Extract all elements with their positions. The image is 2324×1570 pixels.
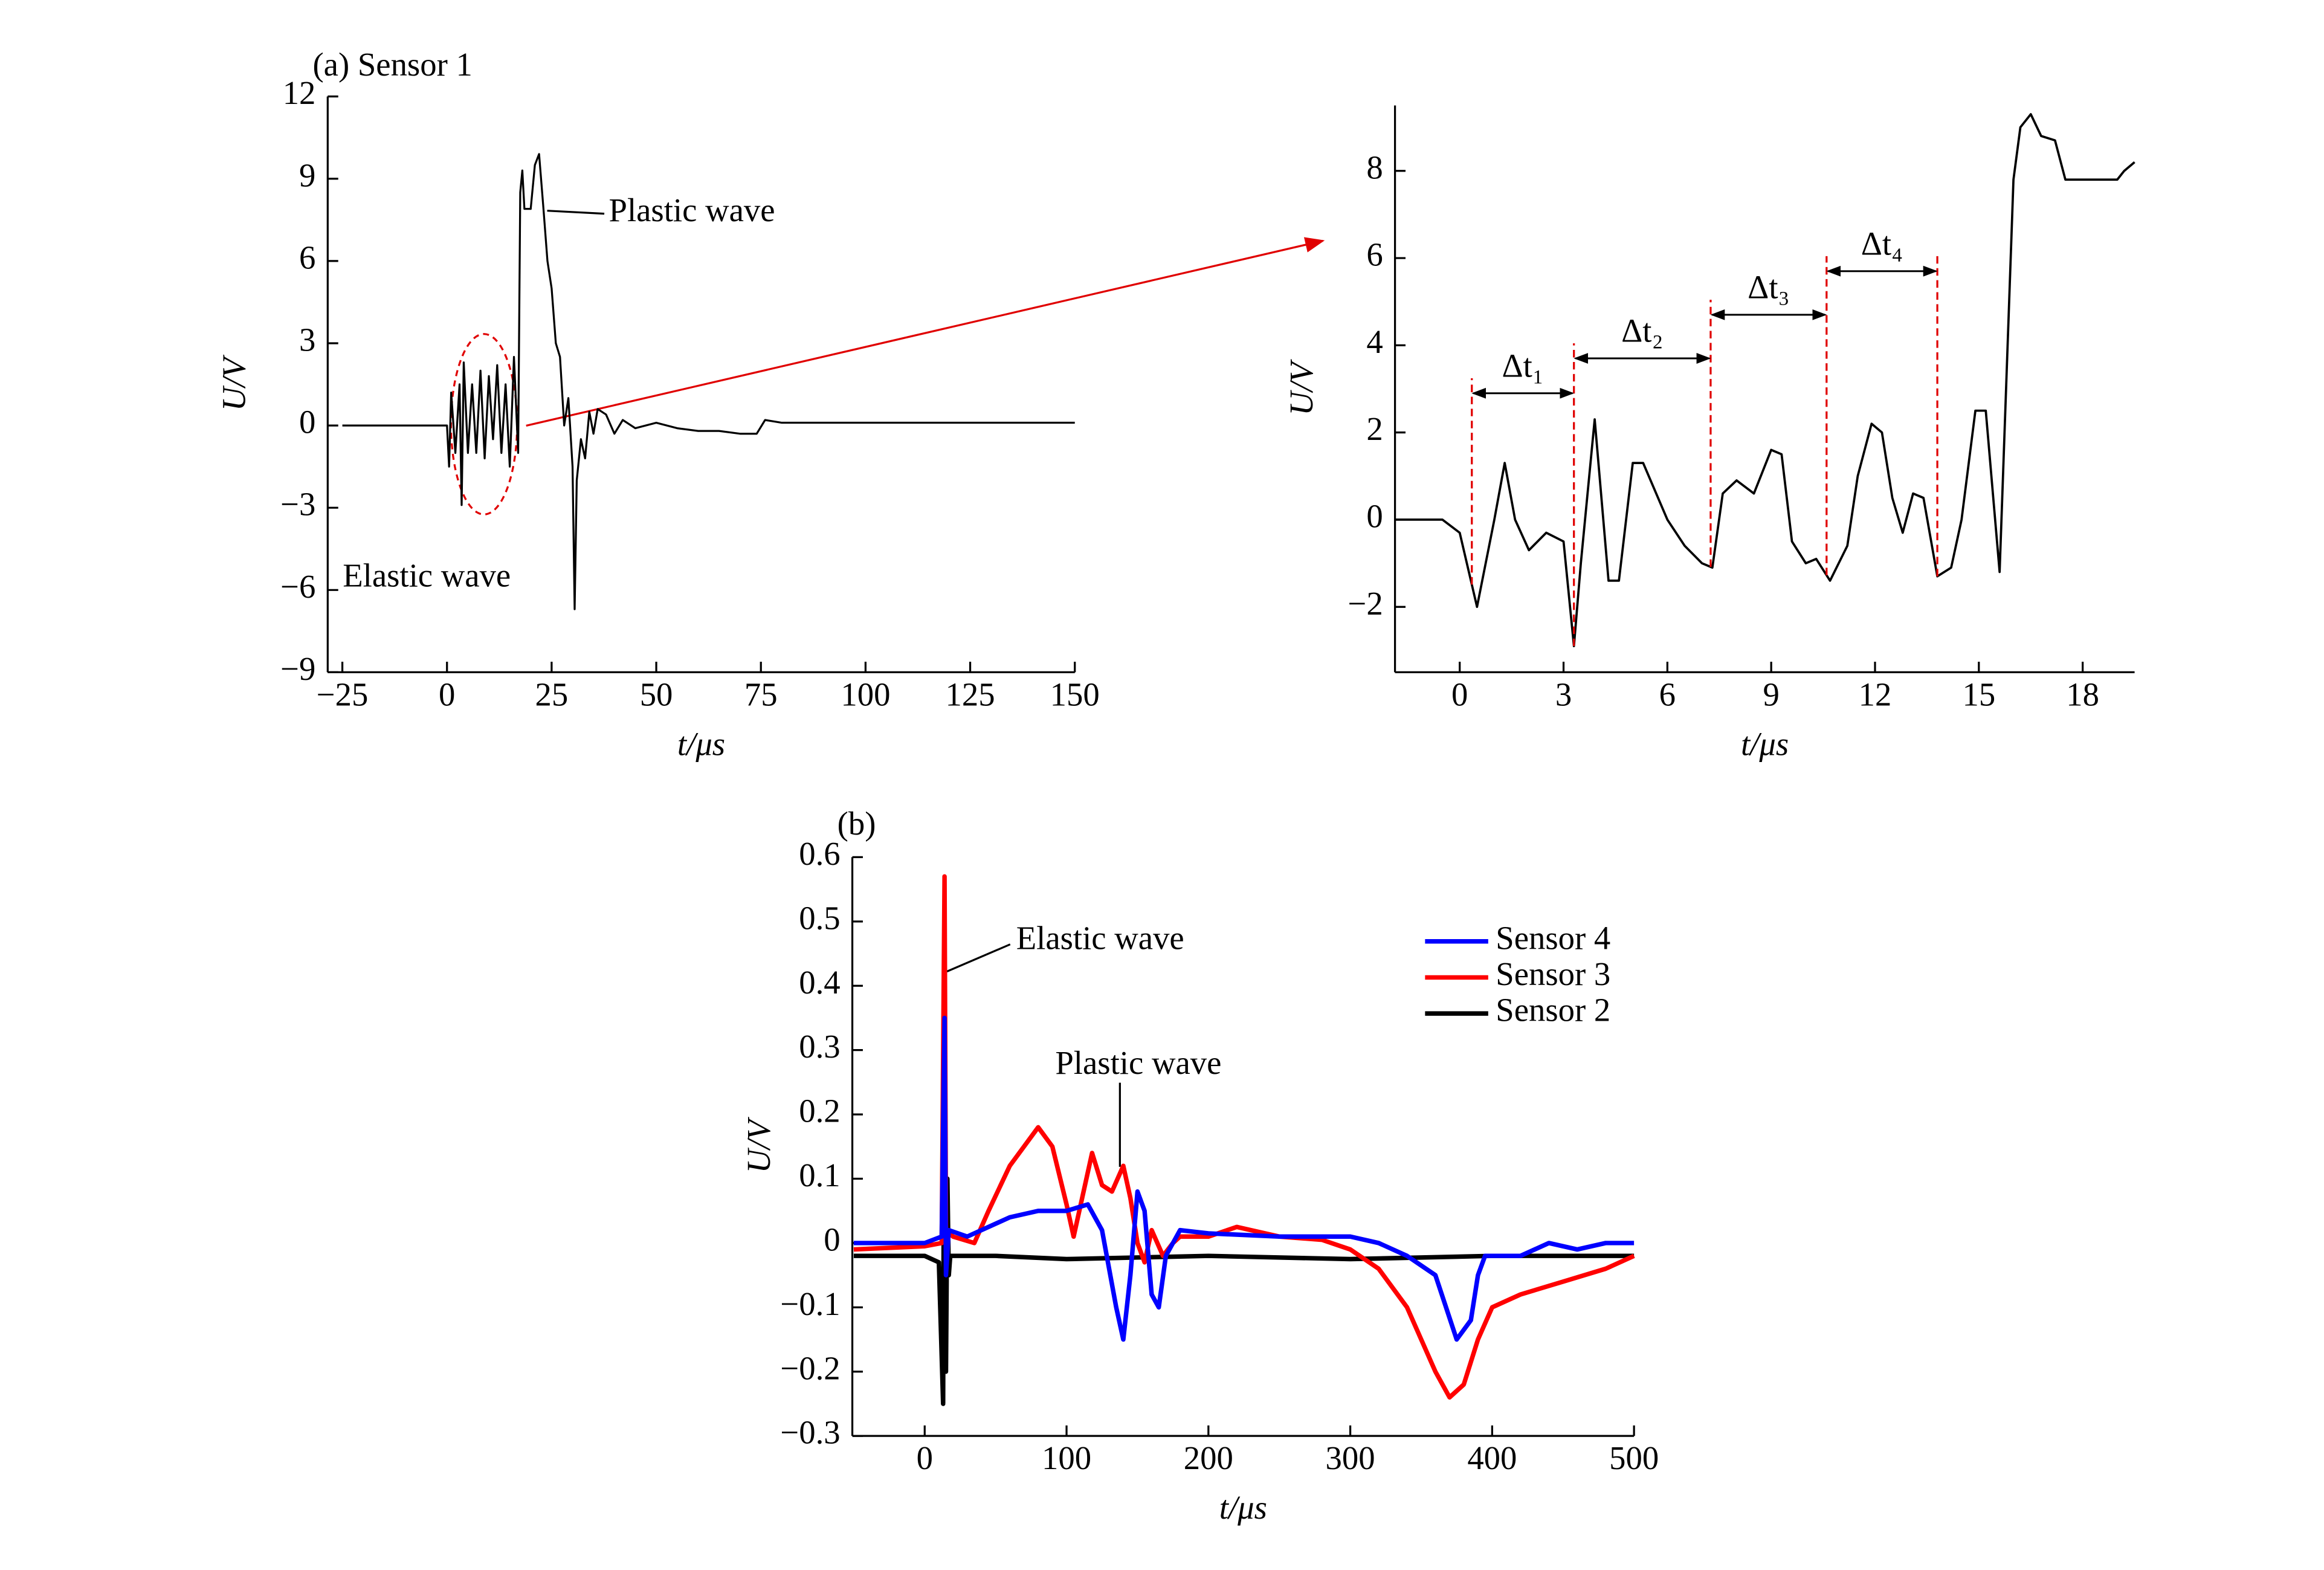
x-tick-label: 15 (1962, 676, 1995, 712)
data-line (1395, 113, 2135, 648)
y-axis-label: U/V (216, 354, 253, 411)
y-tick-label: −0.3 (780, 1414, 840, 1451)
x-tick-label: 150 (1050, 676, 1100, 712)
y-tick-label: 0.2 (799, 1093, 840, 1129)
annotation: Elastic wave (343, 557, 511, 594)
data-line (853, 938, 1635, 1406)
y-tick-label: 0 (299, 404, 315, 441)
zoom-arrow (526, 237, 1325, 427)
x-tick-label: −25 (317, 676, 369, 712)
leader-line (946, 943, 1011, 972)
x-tick-label: 100 (841, 676, 890, 712)
x-axis-label: t/μs (1219, 1489, 1267, 1526)
interval-label: Δt₃ (1748, 269, 1789, 306)
y-tick-label: 8 (1366, 149, 1383, 186)
y-axis-label: U/V (1283, 359, 1320, 416)
y-tick-label: −2 (1348, 585, 1383, 622)
x-tick-label: 200 (1184, 1439, 1233, 1476)
x-tick-label: 6 (1659, 676, 1676, 712)
x-tick-label: 12 (1859, 676, 1892, 712)
annotation: Plastic wave (1055, 1044, 1221, 1081)
leader-line (547, 210, 605, 215)
y-tick-label: 0.5 (799, 899, 840, 936)
y-tick-label: 6 (299, 239, 315, 276)
x-tick-label: 9 (1763, 676, 1779, 712)
y-tick-label: 9 (299, 157, 315, 193)
x-tick-label: 18 (2066, 676, 2099, 712)
data-line (342, 153, 1075, 610)
y-axis-label: U/V (740, 1117, 777, 1174)
y-tick-label: −3 (280, 486, 315, 523)
x-tick-label: 75 (744, 676, 778, 712)
y-tick-label: −0.1 (780, 1285, 840, 1322)
y-tick-label: 0.6 (799, 835, 840, 872)
data-line (853, 874, 1635, 1400)
interval-label: Δt₄ (1861, 225, 1903, 262)
legend-label: Sensor 3 (1496, 955, 1610, 992)
legend-label: Sensor 4 (1496, 919, 1610, 956)
x-axis-label: t/μs (677, 725, 725, 762)
y-tick-label: 0 (1366, 497, 1383, 534)
x-tick-label: 25 (535, 676, 569, 712)
y-tick-label: 0.3 (799, 1028, 840, 1065)
chart-title: (a) Sensor 1 (312, 46, 472, 83)
annotation: Plastic wave (609, 192, 775, 228)
y-tick-label: −6 (280, 568, 315, 605)
y-tick-label: −0.2 (780, 1349, 840, 1386)
x-tick-label: 50 (640, 676, 673, 712)
y-tick-label: 12 (283, 74, 316, 111)
interval-label: Δt₂ (1621, 312, 1663, 349)
x-tick-label: 100 (1042, 1439, 1091, 1476)
x-tick-label: 300 (1326, 1439, 1375, 1476)
data-line (853, 1015, 1635, 1342)
annotation: Elastic wave (1016, 919, 1184, 956)
y-tick-label: −9 (280, 650, 315, 687)
y-tick-label: 0.4 (799, 964, 840, 1001)
x-axis-label: t/μs (1741, 725, 1789, 762)
y-tick-label: 0 (824, 1221, 840, 1258)
chart-title: (b) (838, 805, 876, 842)
x-tick-label: 400 (1467, 1439, 1517, 1476)
y-tick-label: 4 (1366, 323, 1383, 360)
x-tick-label: 0 (1451, 676, 1468, 712)
x-tick-label: 3 (1555, 676, 1572, 712)
x-tick-label: 0 (439, 676, 455, 712)
y-tick-label: 6 (1366, 236, 1383, 273)
interval-label: Δt₁ (1502, 347, 1543, 384)
x-tick-label: 500 (1609, 1439, 1659, 1476)
y-tick-label: 2 (1366, 410, 1383, 447)
y-tick-label: 3 (299, 321, 315, 358)
y-tick-label: 0.1 (799, 1157, 840, 1194)
x-tick-label: 0 (917, 1439, 933, 1476)
x-tick-label: 125 (946, 676, 995, 712)
legend-label: Sensor 2 (1496, 992, 1610, 1029)
